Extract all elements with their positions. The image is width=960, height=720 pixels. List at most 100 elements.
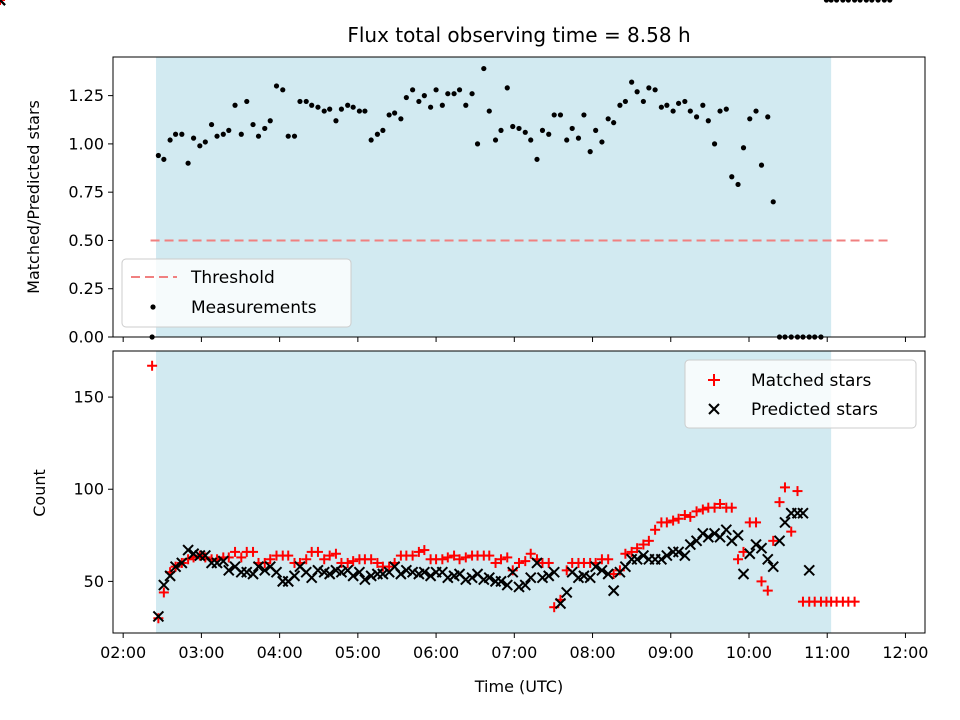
predicted-star-point — [187, 548, 200, 560]
measurement-point — [611, 120, 617, 126]
matched-star-point — [614, 565, 625, 576]
measurement-point — [356, 108, 363, 114]
measurement-point — [851, 0, 858, 3]
matched-star-point — [419, 545, 430, 556]
measurement-point — [693, 114, 700, 120]
measurement-point — [238, 131, 244, 137]
predicted-star-point — [247, 568, 259, 580]
measurement-point — [315, 104, 321, 110]
predicted-star-point — [584, 571, 596, 584]
matched-star-point — [153, 613, 164, 624]
legend-matched-label: Matched stars — [751, 371, 871, 391]
matched-star-point — [490, 557, 501, 568]
predicted-star-point — [377, 568, 389, 580]
measurement-point — [403, 94, 409, 101]
measurement-point — [770, 199, 776, 205]
predicted-star-point — [418, 566, 431, 578]
x-tick-label: 12:00 — [882, 643, 928, 662]
measurement-point — [834, 0, 840, 3]
predicted-star-point — [495, 575, 507, 588]
predicted-star-point — [755, 542, 768, 554]
matched-star-point — [348, 556, 359, 567]
predicted-star-point — [672, 546, 685, 558]
measurement-point — [321, 108, 327, 114]
y-tick-label: 0.00 — [68, 328, 104, 347]
measurement-point — [551, 112, 557, 118]
x-tick-label: 08:00 — [569, 643, 615, 662]
measurement-point — [214, 133, 220, 139]
measurement-point — [658, 104, 664, 110]
measurement-point — [291, 133, 298, 139]
matched-star-point — [366, 554, 377, 565]
predicted-star-point — [661, 549, 673, 562]
matched-star-point — [236, 552, 247, 563]
measurement-point — [729, 174, 735, 180]
measurement-point — [333, 118, 339, 124]
predicted-star-point — [708, 527, 721, 540]
matched-star-point — [768, 535, 779, 546]
measurement-point — [285, 133, 291, 139]
matched-star-point — [460, 552, 471, 563]
measurement-point — [374, 131, 381, 137]
predicted-star-point — [483, 571, 495, 584]
predicted-star-point — [797, 507, 809, 519]
measurement-point — [740, 145, 747, 151]
measurement-point — [492, 137, 499, 143]
matched-star-point — [632, 543, 643, 554]
matched-star-point — [324, 550, 335, 561]
matched-star-point — [301, 554, 312, 565]
predicted-star-point — [176, 557, 188, 569]
predicted-star-point — [750, 538, 762, 551]
measurement-point — [244, 98, 250, 105]
measurement-point — [220, 131, 226, 137]
measurement-point — [456, 87, 463, 93]
predicted-star-point — [270, 566, 283, 578]
x-axis-label: Time (UTC) — [474, 677, 563, 696]
measurement-point — [303, 98, 309, 105]
matched-star-point — [620, 548, 631, 559]
y-tick-label: 0.25 — [68, 279, 104, 298]
measurement-point — [345, 102, 351, 108]
legend-threshold-label: Threshold — [190, 268, 275, 288]
measurement-point — [504, 85, 510, 91]
measurement-point — [398, 116, 404, 122]
matched-star-point — [697, 504, 708, 515]
measurement-point — [498, 127, 504, 133]
matched-star-point — [319, 554, 330, 565]
measurement-point — [581, 112, 587, 118]
predicted-star-point — [211, 557, 223, 569]
chart-title: Flux total observing time = 8.58 h — [347, 23, 690, 47]
matched-star-point — [786, 526, 797, 537]
measurement-point — [481, 65, 487, 72]
predicted-star-point — [607, 584, 620, 597]
measurement-point — [428, 104, 434, 110]
measurement-point — [202, 139, 208, 145]
measurement-point — [522, 129, 528, 135]
predicted-star-point — [288, 570, 301, 582]
matched-star-point — [514, 557, 524, 568]
predicted-star-point — [259, 564, 271, 577]
x-tick-label: 06:00 — [413, 643, 459, 662]
measurement-point — [172, 131, 179, 137]
predicted-star-point — [400, 564, 413, 577]
measurement-point — [887, 0, 893, 3]
measurement-point — [208, 121, 215, 128]
measurement-point — [575, 135, 582, 141]
predicted-star-point — [406, 566, 419, 578]
matched-star-point — [158, 587, 169, 598]
measurement-point — [516, 125, 522, 132]
predicted-star-point — [536, 571, 549, 584]
measurement-point — [190, 135, 197, 141]
predicted-star-point — [737, 568, 750, 580]
matched-star-point — [454, 554, 465, 565]
predicted-star-point — [169, 560, 182, 573]
predicted-star-point — [531, 557, 543, 569]
matched-star-point — [650, 524, 661, 535]
measurement-point — [368, 137, 374, 143]
measurement-point — [634, 89, 640, 95]
matched-star-point — [792, 486, 803, 497]
predicted-star-point — [744, 548, 756, 560]
y-tick-label: 0.75 — [68, 183, 104, 202]
measurement-point — [451, 91, 457, 97]
